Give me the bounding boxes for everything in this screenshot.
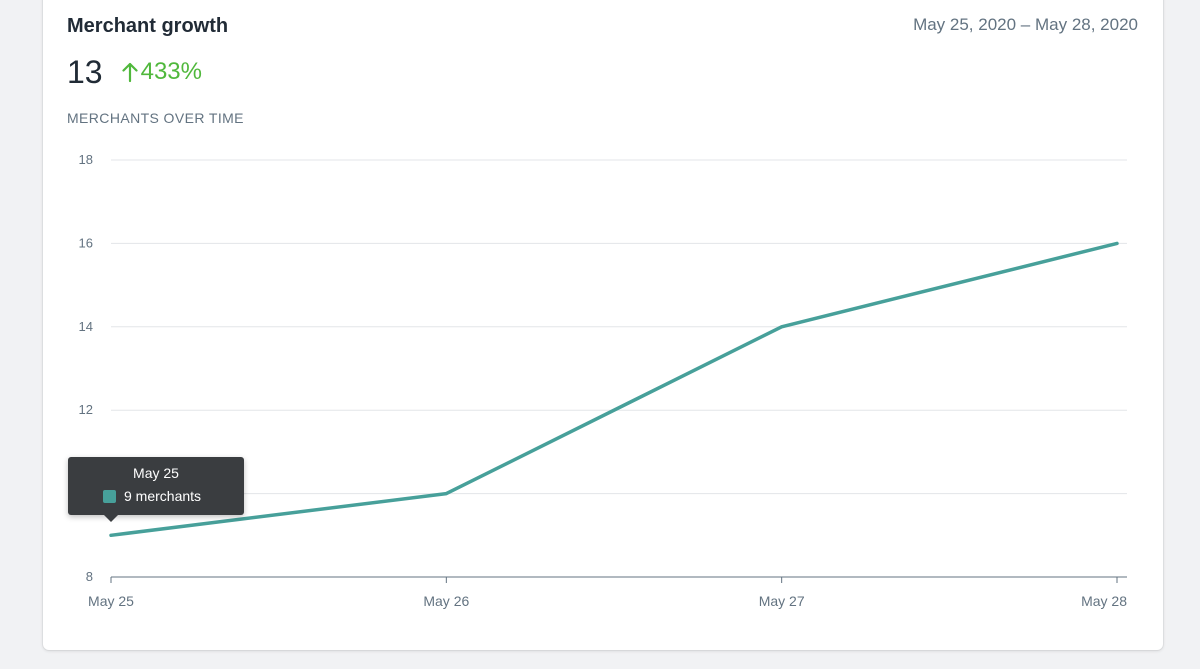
metric-summary: 13 433% xyxy=(67,52,202,92)
tooltip-pointer xyxy=(104,515,118,522)
x-tick-label: May 25 xyxy=(88,593,134,609)
tooltip-row: 9 merchants xyxy=(103,488,201,504)
y-tick-label: 16 xyxy=(79,235,93,250)
y-tick-label: 14 xyxy=(79,319,93,334)
merchant-growth-card xyxy=(43,0,1163,650)
x-tick-label: May 27 xyxy=(759,593,805,609)
x-tick-label: May 28 xyxy=(1081,593,1127,609)
chart-subtitle: MERCHANTS OVER TIME xyxy=(67,110,244,126)
y-tick-label: 18 xyxy=(79,152,93,167)
y-tick-label: 12 xyxy=(79,402,93,417)
tooltip-date: May 25 xyxy=(133,465,179,481)
card-title: Merchant growth xyxy=(67,15,229,37)
metric-value: 13 xyxy=(67,54,103,90)
series-swatch xyxy=(103,489,116,503)
y-tick-label: 8 xyxy=(86,569,93,584)
date-range[interactable]: May 25, 2020 – May 28, 2020 xyxy=(913,15,1138,34)
arrow-up-icon xyxy=(121,62,138,83)
metric-change: 433% xyxy=(121,58,202,86)
series-line xyxy=(109,241,1119,538)
chart-tooltip: May 25 9 merchants xyxy=(68,457,244,522)
tooltip-value: 9 merchants xyxy=(124,488,202,504)
metric-change-label: 433% xyxy=(140,58,202,85)
x-tick-label: May 26 xyxy=(423,593,469,609)
